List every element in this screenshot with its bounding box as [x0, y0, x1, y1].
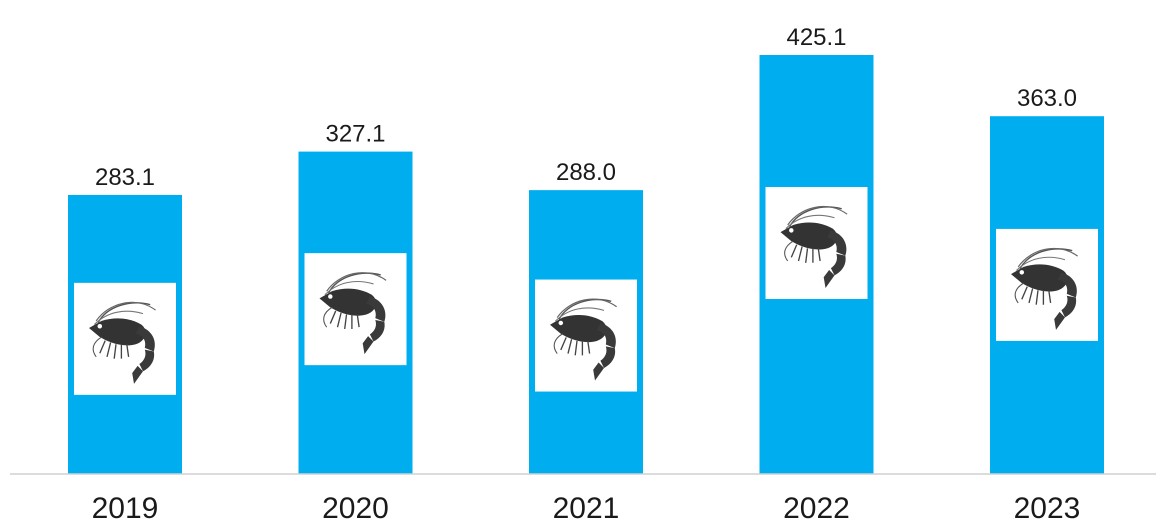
x-tick-label-2019: 2019 [92, 492, 159, 525]
value-label-2021: 288.0 [556, 159, 616, 186]
value-label-2019: 283.1 [95, 164, 155, 191]
value-label-2020: 327.1 [325, 121, 385, 148]
x-tick-label-2020: 2020 [322, 492, 389, 525]
x-tick-label-2023: 2023 [1014, 492, 1081, 525]
value-label-2023: 363.0 [1017, 85, 1077, 112]
value-label-2022: 425.1 [786, 24, 846, 51]
x-tick-label-2022: 2022 [783, 492, 850, 525]
x-tick-label-2021: 2021 [553, 492, 620, 525]
